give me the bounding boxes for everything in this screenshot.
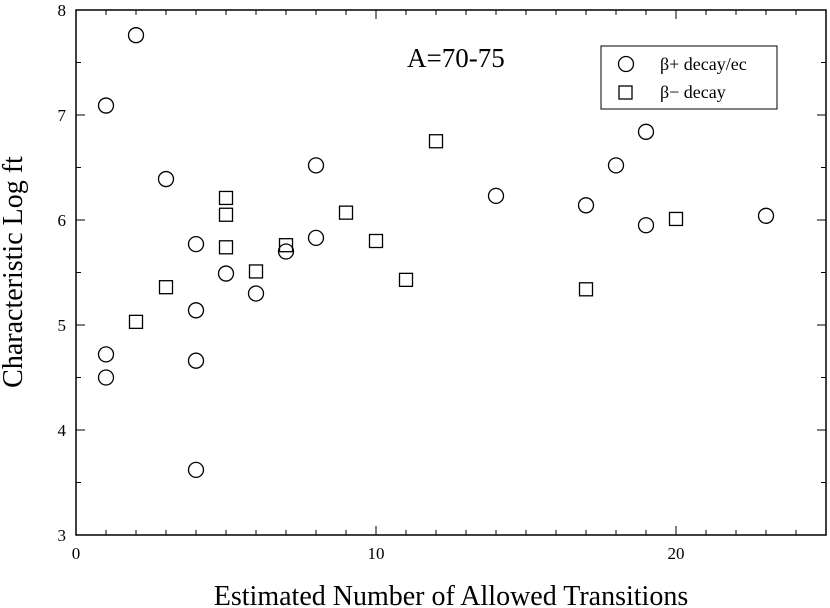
- data-point-circle: [487, 187, 505, 205]
- data-point-square: [428, 134, 444, 149]
- legend-marker-square: [618, 85, 633, 100]
- data-point-circle: [607, 157, 625, 174]
- data-point-circle: [187, 302, 205, 319]
- data-point-square: [248, 264, 264, 279]
- data-point-square: [278, 238, 294, 253]
- data-point-square: [398, 272, 414, 288]
- data-point-circle: [97, 346, 115, 363]
- data-point-square: [158, 280, 174, 295]
- data-point-circle: [187, 352, 205, 369]
- data-point-circle: [577, 197, 595, 214]
- ticks-layer: 0 10 20 3 4 5 6 7 8: [58, 1, 827, 563]
- data-point-circle: [187, 461, 205, 479]
- data-point-circle: [637, 123, 655, 140]
- data-point-square: [128, 314, 144, 330]
- data-point-circle: [247, 285, 265, 302]
- legend-marker-circle: [617, 55, 635, 73]
- chart-annotation: A=70-75: [407, 43, 505, 73]
- y-tick-label: 3: [58, 526, 67, 545]
- y-axis-title: Characteristic Log ft: [0, 156, 29, 388]
- marks-layer: [97, 27, 775, 479]
- x-axis-title: Estimated Number of Allowed Transitions: [214, 581, 688, 608]
- x-tick-label: 20: [668, 544, 685, 563]
- data-point-circle: [637, 217, 655, 234]
- data-point-circle: [217, 265, 235, 282]
- data-point-circle: [97, 97, 115, 114]
- data-point-square: [578, 282, 594, 297]
- y-tick-label: 5: [58, 316, 67, 335]
- data-point-square: [368, 233, 384, 249]
- y-tick-label: 6: [58, 211, 67, 230]
- data-point-circle: [157, 170, 175, 188]
- data-point-circle: [307, 157, 325, 174]
- data-point-square: [668, 211, 684, 227]
- data-point-square: [218, 190, 234, 206]
- data-point-circle: [307, 229, 325, 247]
- data-point-circle: [187, 235, 205, 253]
- legend-label-beta-plus: β+ decay/ec: [660, 54, 747, 74]
- data-point-square: [338, 205, 354, 220]
- data-point-circle: [277, 243, 295, 260]
- x-tick-label: 10: [368, 544, 385, 563]
- y-tick-label: 4: [58, 421, 67, 440]
- data-point-circle: [757, 207, 775, 224]
- data-point-square: [218, 207, 234, 222]
- x-tick-label: 0: [72, 544, 81, 563]
- data-point-square: [218, 240, 234, 255]
- legend: β+ decay/ec β− decay: [600, 45, 778, 110]
- data-point-circle: [97, 369, 115, 386]
- legend-label-beta-minus: β− decay: [660, 82, 726, 102]
- y-tick-label: 7: [58, 106, 67, 125]
- data-point-circle: [127, 27, 145, 44]
- y-tick-label: 8: [58, 1, 67, 20]
